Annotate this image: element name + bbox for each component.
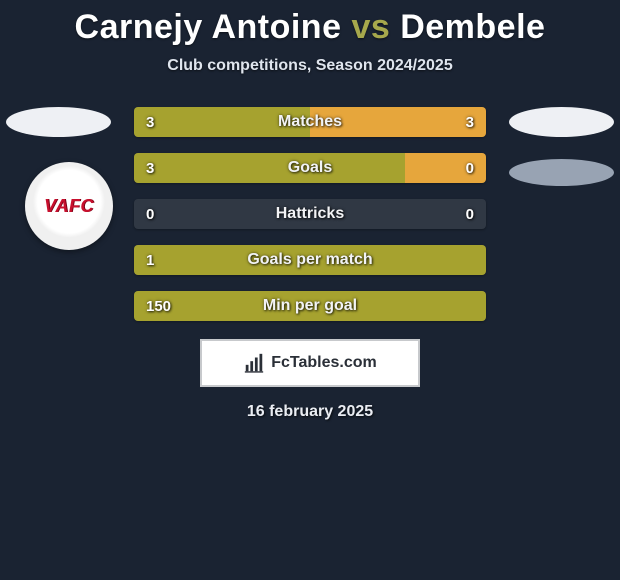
stat-row: 1Goals per match bbox=[134, 245, 486, 275]
stat-label: Goals bbox=[134, 153, 486, 183]
page-title: Carnejy Antoine vs Dembele bbox=[0, 0, 620, 47]
avatar-placeholder-right bbox=[509, 107, 614, 137]
badge-placeholder-right bbox=[509, 159, 614, 186]
stat-row: 3Goals0 bbox=[134, 153, 486, 183]
stat-value-right: 0 bbox=[466, 199, 474, 229]
club-badge-vafc: VAFC bbox=[25, 162, 113, 250]
stat-bars: 3Matches33Goals00Hattricks01Goals per ma… bbox=[134, 107, 486, 337]
stat-row: 0Hattricks0 bbox=[134, 199, 486, 229]
attribution-box: FcTables.com bbox=[200, 339, 420, 387]
club-badge-text: VAFC bbox=[44, 196, 94, 217]
vs-text: vs bbox=[351, 8, 390, 46]
stat-value-right: 3 bbox=[466, 107, 474, 137]
barchart-icon bbox=[243, 352, 265, 374]
stat-row: 3Matches3 bbox=[134, 107, 486, 137]
player2-name: Dembele bbox=[400, 8, 545, 46]
attribution-text: FcTables.com bbox=[271, 354, 377, 372]
stat-value-right: 0 bbox=[466, 153, 474, 183]
stat-label: Hattricks bbox=[134, 199, 486, 229]
player1-name: Carnejy Antoine bbox=[75, 8, 342, 46]
stat-row: 150Min per goal bbox=[134, 291, 486, 321]
stat-label: Goals per match bbox=[134, 245, 486, 275]
stat-label: Matches bbox=[134, 107, 486, 137]
comparison-infographic: Carnejy Antoine vs Dembele Club competit… bbox=[0, 0, 620, 580]
stat-label: Min per goal bbox=[134, 291, 486, 321]
subtitle: Club competitions, Season 2024/2025 bbox=[0, 57, 620, 75]
date-text: 16 february 2025 bbox=[0, 403, 620, 421]
avatar-placeholder-left bbox=[6, 107, 111, 137]
